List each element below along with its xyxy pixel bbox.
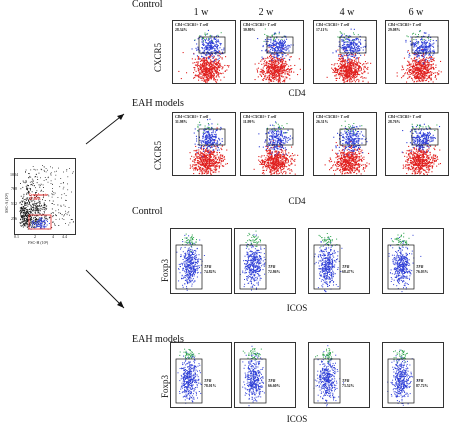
lymphocyte-gate-pct: 47.84% bbox=[29, 197, 41, 201]
gate-label: CD4+CXCR5+ T cell bbox=[388, 23, 422, 27]
tfr-percentage: 66.60% bbox=[268, 384, 281, 388]
y-axis-foxp3-control: Foxp3 bbox=[160, 258, 170, 282]
col-label-2w: 2 w bbox=[258, 7, 274, 18]
lymph-x-axis-label: FSC-H (10³) bbox=[28, 240, 49, 245]
cxcr5-cd4-plot-control-4: CD4+CXCR5+ T cell 29.08% bbox=[385, 20, 449, 84]
y-axis-cxcr5-eah: CXCR5 bbox=[153, 140, 163, 170]
lymph-ytick-1024: 1024 bbox=[10, 172, 18, 177]
lymph-y-axis-label: SSC-A (10³) bbox=[4, 193, 9, 213]
cxcr5-cd4-plot-eah-4: CD4+CXCR5+ T cell 28.76% bbox=[385, 112, 449, 176]
tfr-label: TFR bbox=[416, 379, 424, 383]
tfr-label: TFR bbox=[342, 265, 350, 269]
foxp3-icos-plot-eah-4: TFR 87.72% bbox=[382, 342, 444, 408]
section-control-bottom: Control bbox=[132, 206, 163, 217]
foxp3-icos-plot-control-2: TFR 72.86% bbox=[234, 228, 296, 294]
tfr-label: TFR bbox=[204, 265, 212, 269]
gate-label: CD4+CXCR5+ T cell bbox=[243, 23, 277, 27]
gate-percentage: 31.98% bbox=[175, 120, 188, 124]
tfr-percentage: 74.82% bbox=[204, 270, 217, 274]
cxcr5-cd4-plot-control-3: CD4+CXCR5+ T cell 17.11% bbox=[313, 20, 377, 84]
lymphocyte-scatter-plot: Lymphocyte 47.84% bbox=[14, 158, 76, 235]
gate-label: CD4+CXCR5+ T cell bbox=[316, 115, 350, 119]
lymph-xtick-4: 4 bbox=[52, 234, 54, 239]
cxcr5-cd4-plot-control-1: CD4+CXCR5+ T cell 28.34% bbox=[172, 20, 236, 84]
arrow-to-eah-top bbox=[85, 113, 125, 145]
arrow-to-eah-bottom bbox=[85, 269, 125, 309]
gate-percentage: 26.31% bbox=[316, 120, 329, 124]
cxcr5-cd4-plot-eah-3: CD4+CXCR5+ T cell 26.31% bbox=[313, 112, 377, 176]
foxp3-icos-plot-eah-3: TFR 73.52% bbox=[308, 342, 370, 408]
gate-label: CD4+CXCR5+ T cell bbox=[175, 23, 209, 27]
lymph-xtick-2: 2 bbox=[34, 234, 36, 239]
foxp3-icos-plot-eah-1: TFR 78.01% bbox=[170, 342, 232, 408]
gate-percentage: 17.11% bbox=[316, 28, 329, 32]
tfr-percentage: 72.86% bbox=[268, 270, 281, 274]
x-axis-cd4-eah: CD4 bbox=[288, 196, 306, 206]
tfr-percentage: 78.01% bbox=[204, 384, 217, 388]
tfr-label: TFR bbox=[268, 265, 276, 269]
gate-label: CD4+CXCR5+ T cell bbox=[388, 115, 422, 119]
lymph-ytick-768: 768 bbox=[11, 186, 17, 191]
lymph-ytick-256: 256 bbox=[11, 216, 17, 221]
cxcr5-cd4-plot-eah-2: CD4+CXCR5+ T cell 11.99% bbox=[240, 112, 304, 176]
section-eah-bottom: EAH models bbox=[132, 334, 184, 345]
tfr-label: TFR bbox=[204, 379, 212, 383]
lymph-xtick-0.1: 0.1 bbox=[14, 234, 19, 239]
foxp3-icos-plot-control-3: TFR 68.47% bbox=[308, 228, 370, 294]
tfr-percentage: 76.03% bbox=[416, 270, 429, 274]
x-axis-icos-control: ICOS bbox=[286, 303, 308, 313]
y-axis-foxp3-eah: Foxp3 bbox=[160, 374, 170, 398]
gate-label: CD4+CXCR5+ T cell bbox=[243, 115, 277, 119]
gate-label: CD4+CXCR5+ T cell bbox=[175, 115, 209, 119]
x-axis-icos-eah: ICOS bbox=[286, 414, 308, 424]
foxp3-icos-plot-control-1: TFR 74.82% bbox=[170, 228, 232, 294]
gate-percentage: 28.34% bbox=[175, 28, 188, 32]
cxcr5-cd4-plot-control-2: CD4+CXCR5+ T cell 30.80% bbox=[240, 20, 304, 84]
tfr-percentage: 87.72% bbox=[416, 384, 429, 388]
tfr-percentage: 68.47% bbox=[342, 270, 355, 274]
tfr-label: TFR bbox=[268, 379, 276, 383]
lymph-xtick-4.4: 4.4 bbox=[62, 234, 67, 239]
tfr-label: TFR bbox=[416, 265, 424, 269]
gate-percentage: 28.76% bbox=[388, 120, 401, 124]
tfr-percentage: 73.52% bbox=[342, 384, 355, 388]
foxp3-icos-plot-control-4: TFR 76.03% bbox=[382, 228, 444, 294]
x-axis-cd4-control: CD4 bbox=[288, 88, 306, 98]
cxcr5-cd4-plot-eah-1: CD4+CXCR5+ T cell 31.98% bbox=[172, 112, 236, 176]
col-label-6w: 6 w bbox=[408, 7, 424, 18]
section-eah-top: EAH models bbox=[132, 98, 184, 109]
col-label-1w: 1 w bbox=[193, 7, 209, 18]
lymph-ytick-512: 512 bbox=[11, 201, 17, 206]
gate-percentage: 29.08% bbox=[388, 28, 401, 32]
tfr-label: TFR bbox=[342, 379, 350, 383]
col-label-4w: 4 w bbox=[339, 7, 355, 18]
section-control-top: Control bbox=[132, 0, 163, 10]
lymphocyte-gate-title: Lymphocyte bbox=[29, 193, 48, 197]
foxp3-icos-plot-eah-2: TFR 66.60% bbox=[234, 342, 296, 408]
gate-percentage: 30.80% bbox=[243, 28, 256, 32]
gate-label: CD4+CXCR5+ T cell bbox=[316, 23, 350, 27]
y-axis-cxcr5-control: CXCR5 bbox=[153, 42, 163, 72]
gate-percentage: 11.99% bbox=[243, 120, 256, 124]
